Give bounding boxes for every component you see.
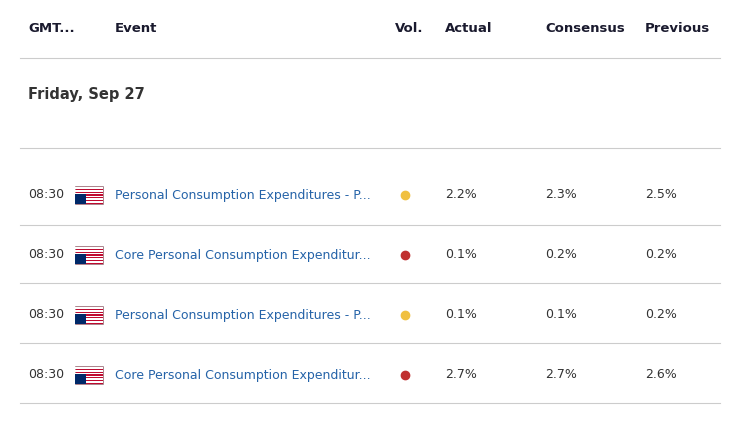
Text: Consensus: Consensus xyxy=(545,22,625,34)
FancyBboxPatch shape xyxy=(75,194,86,204)
Text: 0.1%: 0.1% xyxy=(545,309,577,321)
FancyBboxPatch shape xyxy=(75,373,103,374)
FancyBboxPatch shape xyxy=(75,253,103,254)
FancyBboxPatch shape xyxy=(75,378,103,380)
FancyBboxPatch shape xyxy=(75,190,103,191)
Text: Personal Consumption Expenditures - P...: Personal Consumption Expenditures - P... xyxy=(115,309,371,321)
FancyBboxPatch shape xyxy=(75,374,86,384)
FancyBboxPatch shape xyxy=(75,381,103,383)
Text: Core Personal Consumption Expenditur...: Core Personal Consumption Expenditur... xyxy=(115,369,371,381)
Text: 08:30: 08:30 xyxy=(28,188,64,202)
FancyBboxPatch shape xyxy=(75,310,103,312)
Text: Previous: Previous xyxy=(645,22,710,34)
FancyBboxPatch shape xyxy=(75,319,103,320)
Text: 2.7%: 2.7% xyxy=(545,369,577,381)
FancyBboxPatch shape xyxy=(75,321,103,323)
Text: 2.3%: 2.3% xyxy=(545,188,576,202)
Text: 2.6%: 2.6% xyxy=(645,369,677,381)
Text: 2.2%: 2.2% xyxy=(445,188,477,202)
FancyBboxPatch shape xyxy=(75,307,103,309)
Text: 08:30: 08:30 xyxy=(28,369,64,381)
FancyBboxPatch shape xyxy=(75,248,103,249)
FancyBboxPatch shape xyxy=(75,193,103,194)
Text: 0.1%: 0.1% xyxy=(445,309,477,321)
Text: 0.2%: 0.2% xyxy=(645,309,677,321)
FancyBboxPatch shape xyxy=(75,367,103,369)
Text: 08:30: 08:30 xyxy=(28,309,64,321)
Text: 0.2%: 0.2% xyxy=(645,248,677,262)
Text: GMT...: GMT... xyxy=(28,22,75,34)
Text: Friday, Sep 27: Friday, Sep 27 xyxy=(28,88,145,103)
Text: Personal Consumption Expenditures - P...: Personal Consumption Expenditures - P... xyxy=(115,188,371,202)
Text: 2.7%: 2.7% xyxy=(445,369,477,381)
FancyBboxPatch shape xyxy=(75,196,103,197)
FancyBboxPatch shape xyxy=(75,255,103,257)
FancyBboxPatch shape xyxy=(75,313,103,314)
FancyBboxPatch shape xyxy=(75,198,103,200)
FancyBboxPatch shape xyxy=(75,187,103,189)
FancyBboxPatch shape xyxy=(75,316,103,317)
FancyBboxPatch shape xyxy=(75,366,103,384)
FancyBboxPatch shape xyxy=(75,314,86,324)
Text: 08:30: 08:30 xyxy=(28,248,64,262)
FancyBboxPatch shape xyxy=(75,370,103,372)
Text: Actual: Actual xyxy=(445,22,493,34)
FancyBboxPatch shape xyxy=(75,186,103,204)
FancyBboxPatch shape xyxy=(75,201,103,202)
FancyBboxPatch shape xyxy=(75,261,103,263)
FancyBboxPatch shape xyxy=(75,250,103,251)
Text: Core Personal Consumption Expenditur...: Core Personal Consumption Expenditur... xyxy=(115,248,371,262)
FancyBboxPatch shape xyxy=(75,306,103,324)
Text: 0.1%: 0.1% xyxy=(445,248,477,262)
FancyBboxPatch shape xyxy=(75,254,86,264)
FancyBboxPatch shape xyxy=(75,376,103,377)
Text: 2.5%: 2.5% xyxy=(645,188,677,202)
FancyBboxPatch shape xyxy=(75,259,103,260)
FancyBboxPatch shape xyxy=(75,246,103,264)
Text: Vol.: Vol. xyxy=(395,22,423,34)
Text: Event: Event xyxy=(115,22,158,34)
Text: 0.2%: 0.2% xyxy=(545,248,577,262)
